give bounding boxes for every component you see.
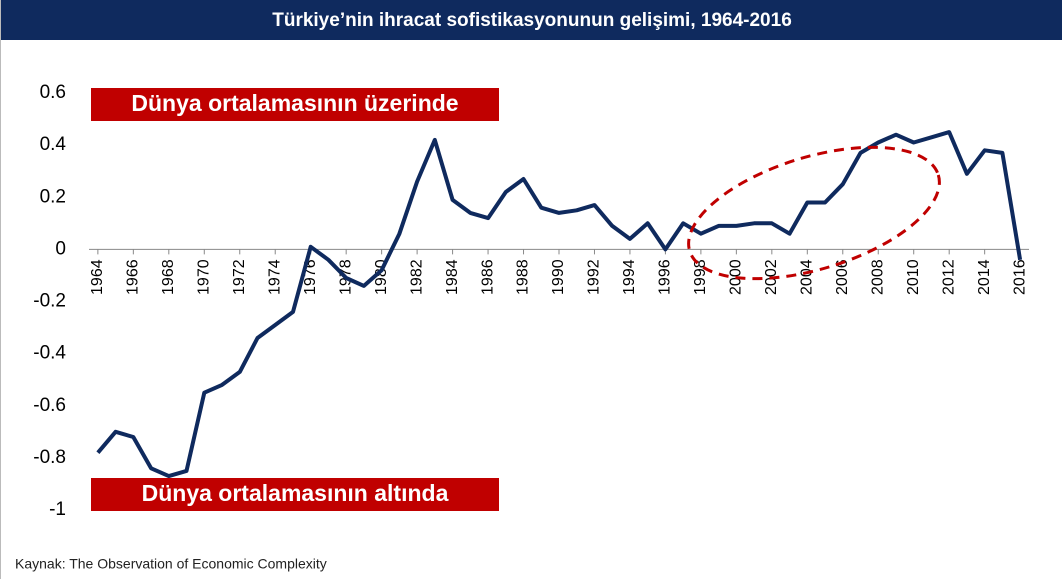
x-tick-label: 1986 [479, 259, 496, 295]
x-tick-label: 2016 [1011, 259, 1028, 295]
x-tick-label: 2012 [940, 259, 957, 295]
x-tick-label: 1994 [621, 259, 638, 295]
chart-title: Türkiye’nin ihracat sofistikasyonunun ge… [272, 10, 792, 31]
annotation-box [91, 478, 499, 511]
x-tick-label: 1982 [408, 259, 425, 295]
y-tick-label: -1 [49, 499, 66, 520]
x-tick-label: 1998 [692, 259, 709, 295]
x-tick-label: 1988 [515, 259, 532, 295]
x-tick-label: 1992 [586, 259, 603, 295]
x-tick-label: 1964 [89, 259, 106, 295]
y-tick-label: 0.2 [40, 186, 66, 207]
y-tick-label: 0.4 [40, 134, 67, 155]
y-tick-label: -0.6 [33, 395, 66, 416]
x-tick-label: 2004 [799, 259, 816, 295]
annotation: Dünya ortalamasının altında [142, 480, 449, 506]
x-tick-label: 1980 [373, 259, 390, 295]
y-tick-label: -0.8 [33, 447, 66, 468]
x-tick-label: 2008 [869, 259, 886, 295]
x-tick-label: 1966 [125, 259, 142, 295]
x-tick-label: 1996 [657, 259, 674, 295]
x-tick-label: 2014 [976, 259, 993, 295]
x-tick-label: 2006 [834, 259, 851, 295]
x-tick-label: 1974 [266, 259, 283, 295]
title-bar [1, 0, 1062, 40]
x-tick-label: 1970 [196, 259, 213, 295]
annotation-box [91, 88, 499, 121]
y-tick-label: -0.2 [33, 291, 66, 312]
line [96, 130, 1023, 479]
highlight-ellipse [687, 145, 941, 281]
y-tick-label: 0 [55, 238, 66, 259]
source: Kaynak: The Observation of Economic Comp… [15, 556, 327, 572]
y-tick-label: -0.4 [33, 343, 66, 364]
x-tick-label: 1984 [444, 259, 461, 295]
x-tick-label: 1972 [231, 259, 248, 295]
x-tick-label: 2010 [905, 259, 922, 295]
y-tick-label: 0.6 [40, 82, 66, 103]
x-tick-label: 1968 [160, 259, 177, 295]
x-tick-label: 1990 [550, 259, 567, 295]
annotation: Dünya ortalamasının üzerinde [131, 90, 458, 116]
